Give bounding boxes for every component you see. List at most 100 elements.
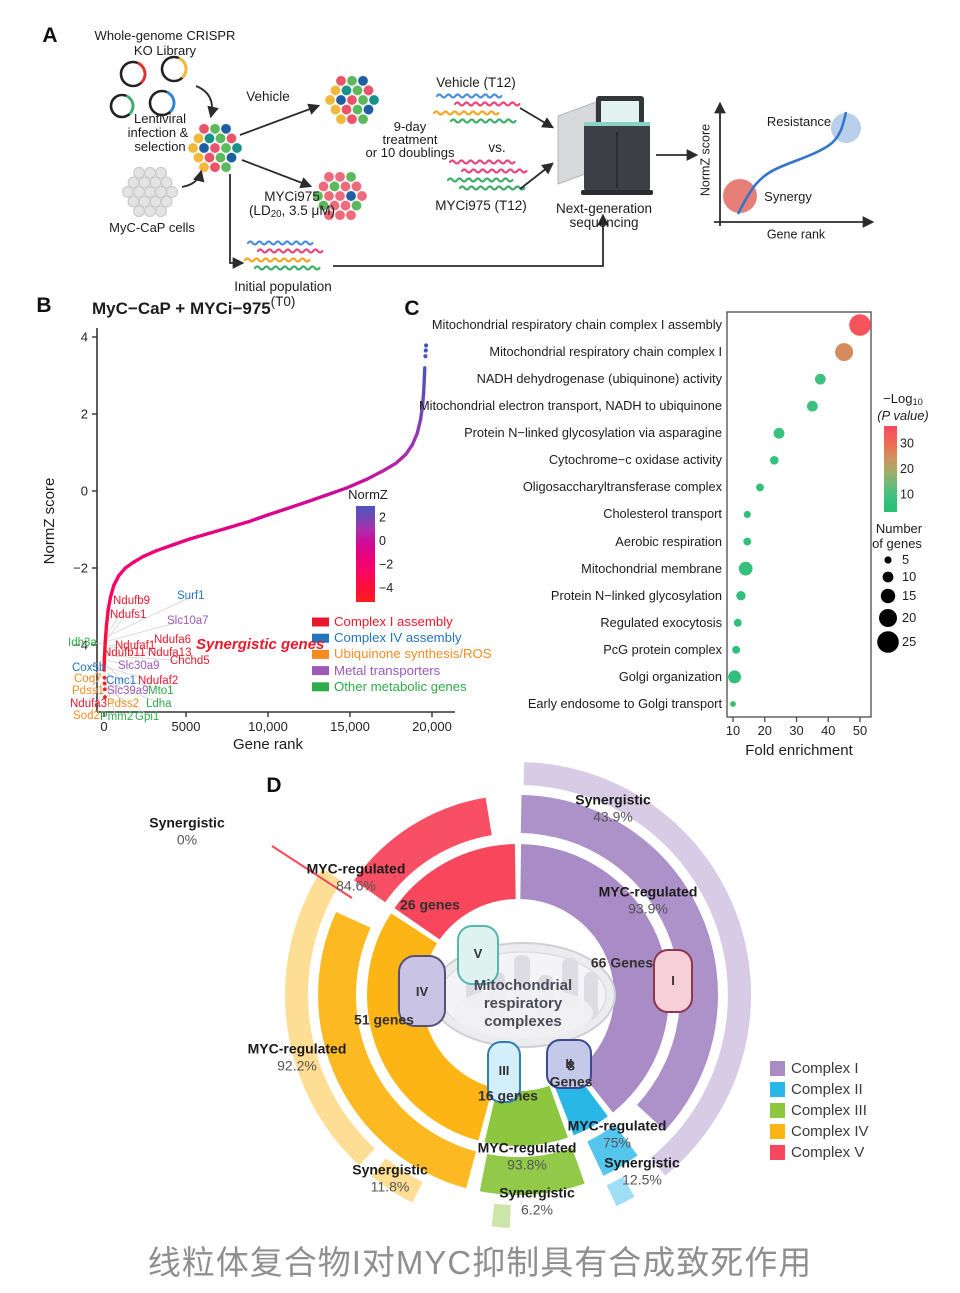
- gene-label: Mto1: [148, 684, 174, 697]
- synergy-bubble-icon: [723, 179, 757, 213]
- size-legend-title: of genes: [872, 536, 922, 552]
- d-ring-label: Synergistic: [499, 1184, 575, 1201]
- enrichment-dot: [728, 670, 742, 684]
- gene-label: Ndufs1: [110, 608, 147, 621]
- gene-leader-line: [106, 650, 120, 654]
- myci-cell-pool-icon: [345, 190, 357, 202]
- complex-badge-icon: [653, 949, 693, 1013]
- enrichment-dot: [732, 645, 741, 654]
- c-x-tick-label: 30: [789, 723, 803, 738]
- go-term-label: Mitochondrial respiratory chain complex …: [431, 317, 722, 333]
- gene-leader-line: [106, 686, 117, 718]
- myci-cell-pool-icon: [334, 209, 346, 222]
- normz-curve-segment: [404, 443, 415, 457]
- infected-cell-pool-icon: [198, 161, 210, 174]
- vehicle-cell-pool-icon: [362, 103, 375, 116]
- library-label: KO Library: [133, 43, 197, 59]
- normz-curve-segment: [112, 574, 121, 588]
- myc-cap-cells-icon: [122, 186, 134, 198]
- normz-curve-segment: [420, 391, 426, 408]
- infected-cell-pool-icon: [209, 142, 221, 154]
- gene-label: Cox5b: [72, 661, 106, 674]
- myc-cap-cells-icon: [133, 186, 145, 198]
- myc-cap-cells-icon: [160, 195, 173, 208]
- d-ring-label: 6.2%: [521, 1201, 553, 1218]
- myci-cell-pool-icon: [345, 170, 357, 183]
- mitochondria-matrix-icon: [453, 987, 593, 1039]
- myci-cell-pool-icon: [350, 199, 363, 212]
- complex-legend-swatch: [770, 1082, 785, 1097]
- synergistic-genes-annotation: Synergistic genes: [196, 636, 325, 654]
- gene-leader-line: [106, 660, 135, 667]
- myc-cap-cells-icon: [149, 195, 162, 208]
- myc-cap-cells-icon: [144, 205, 156, 218]
- infected-cell-pool-icon: [220, 142, 232, 154]
- complex-badge-icon: [398, 955, 446, 1027]
- myc-regulated-arc: [318, 912, 476, 1189]
- b-y-tick-label: −4: [73, 638, 88, 653]
- size-legend-dot: [882, 571, 894, 583]
- pvalue-colorbar-tick: 10: [900, 487, 914, 501]
- c-x-tick-label: 50: [853, 723, 867, 738]
- normz-curve-segment: [364, 469, 385, 482]
- myci-cell-pool-icon: [356, 190, 368, 202]
- d-ring-label: 66 Genes: [590, 954, 654, 971]
- normz-curve-segment: [415, 418, 423, 435]
- size-legend-dot: [884, 556, 892, 564]
- dna-squiggle-icon: [453, 101, 521, 107]
- vehicle-cell-pool-icon: [357, 74, 369, 87]
- mini-y-label: NormZ score: [698, 123, 713, 197]
- d-ring-label: MYC-regulated: [567, 1117, 667, 1134]
- plasmid-insert-icon: [160, 55, 188, 83]
- infected-cell-pool-icon: [225, 151, 238, 164]
- gene-leader-line: [106, 681, 163, 705]
- normz-curve-segment: [131, 554, 146, 564]
- b-y-tick-label: 4: [81, 330, 88, 345]
- normz-colorbar-tick: −2: [379, 558, 393, 572]
- b-x-tick-label: 15,000: [330, 719, 370, 734]
- size-legend-value: 5: [902, 552, 910, 568]
- d-ring-label: 75%: [602, 1134, 632, 1151]
- normz-curve-segment: [207, 525, 231, 536]
- go-term-label: Protein N−linked glycosylation: [550, 587, 722, 603]
- complex-gene-wedge: [391, 841, 518, 943]
- dna-squiggle-icon: [243, 257, 311, 263]
- c-x-axis-label: Fold enrichment: [745, 742, 853, 760]
- normz-curve-segment: [171, 537, 191, 547]
- gene-leader-line: [106, 674, 165, 692]
- myci-cell-pool-icon: [334, 170, 346, 183]
- initial-population-label: (T0): [270, 293, 296, 309]
- infected-cell-pool-icon: [225, 132, 238, 145]
- normz-curve-segment: [108, 583, 116, 599]
- size-legend-value: 20: [902, 610, 917, 626]
- lentiviral-label: selection: [134, 139, 186, 155]
- infected-cell-pool-icon: [209, 122, 221, 135]
- treatment-label: 9-day: [393, 119, 427, 135]
- infected-cell-pool-icon: [220, 122, 232, 135]
- d-center-label: Mitochondrial: [473, 977, 573, 995]
- enrichment-dot: [806, 400, 818, 412]
- complex-legend-swatch: [770, 1061, 785, 1076]
- infected-cell-pool-icon: [187, 142, 199, 154]
- mini-rank-curve: [736, 111, 848, 215]
- gene-label: Idh3a: [68, 636, 97, 649]
- resistance-label: Resistance: [766, 114, 832, 130]
- go-term-label: NADH dehydrogenase (ubiquinone) activity: [476, 371, 722, 387]
- cells-label: MyC-CaP cells: [109, 220, 195, 236]
- b-y-tick-label: −2: [73, 561, 88, 576]
- gene-leader-line: [106, 645, 132, 649]
- flow-arrow: [229, 174, 245, 269]
- pvalue-colorbar-tick: 20: [900, 462, 914, 476]
- go-term-label: Cholesterol transport: [603, 506, 722, 522]
- normz-colorbar: [356, 506, 375, 602]
- normz-curve-segment: [381, 461, 398, 473]
- size-legend-value: 15: [902, 588, 917, 604]
- size-legend-dot: [877, 631, 899, 653]
- plasmid-insert-icon: [119, 60, 147, 88]
- vehicle-cell-pool-icon: [335, 94, 347, 106]
- enrichment-dot: [835, 343, 854, 362]
- normz-colorbar-tick: 2: [379, 511, 386, 525]
- c-plot-box: [726, 311, 872, 718]
- synergistic-gene-dot: [103, 695, 107, 699]
- gene-label: Pdss2: [107, 697, 139, 710]
